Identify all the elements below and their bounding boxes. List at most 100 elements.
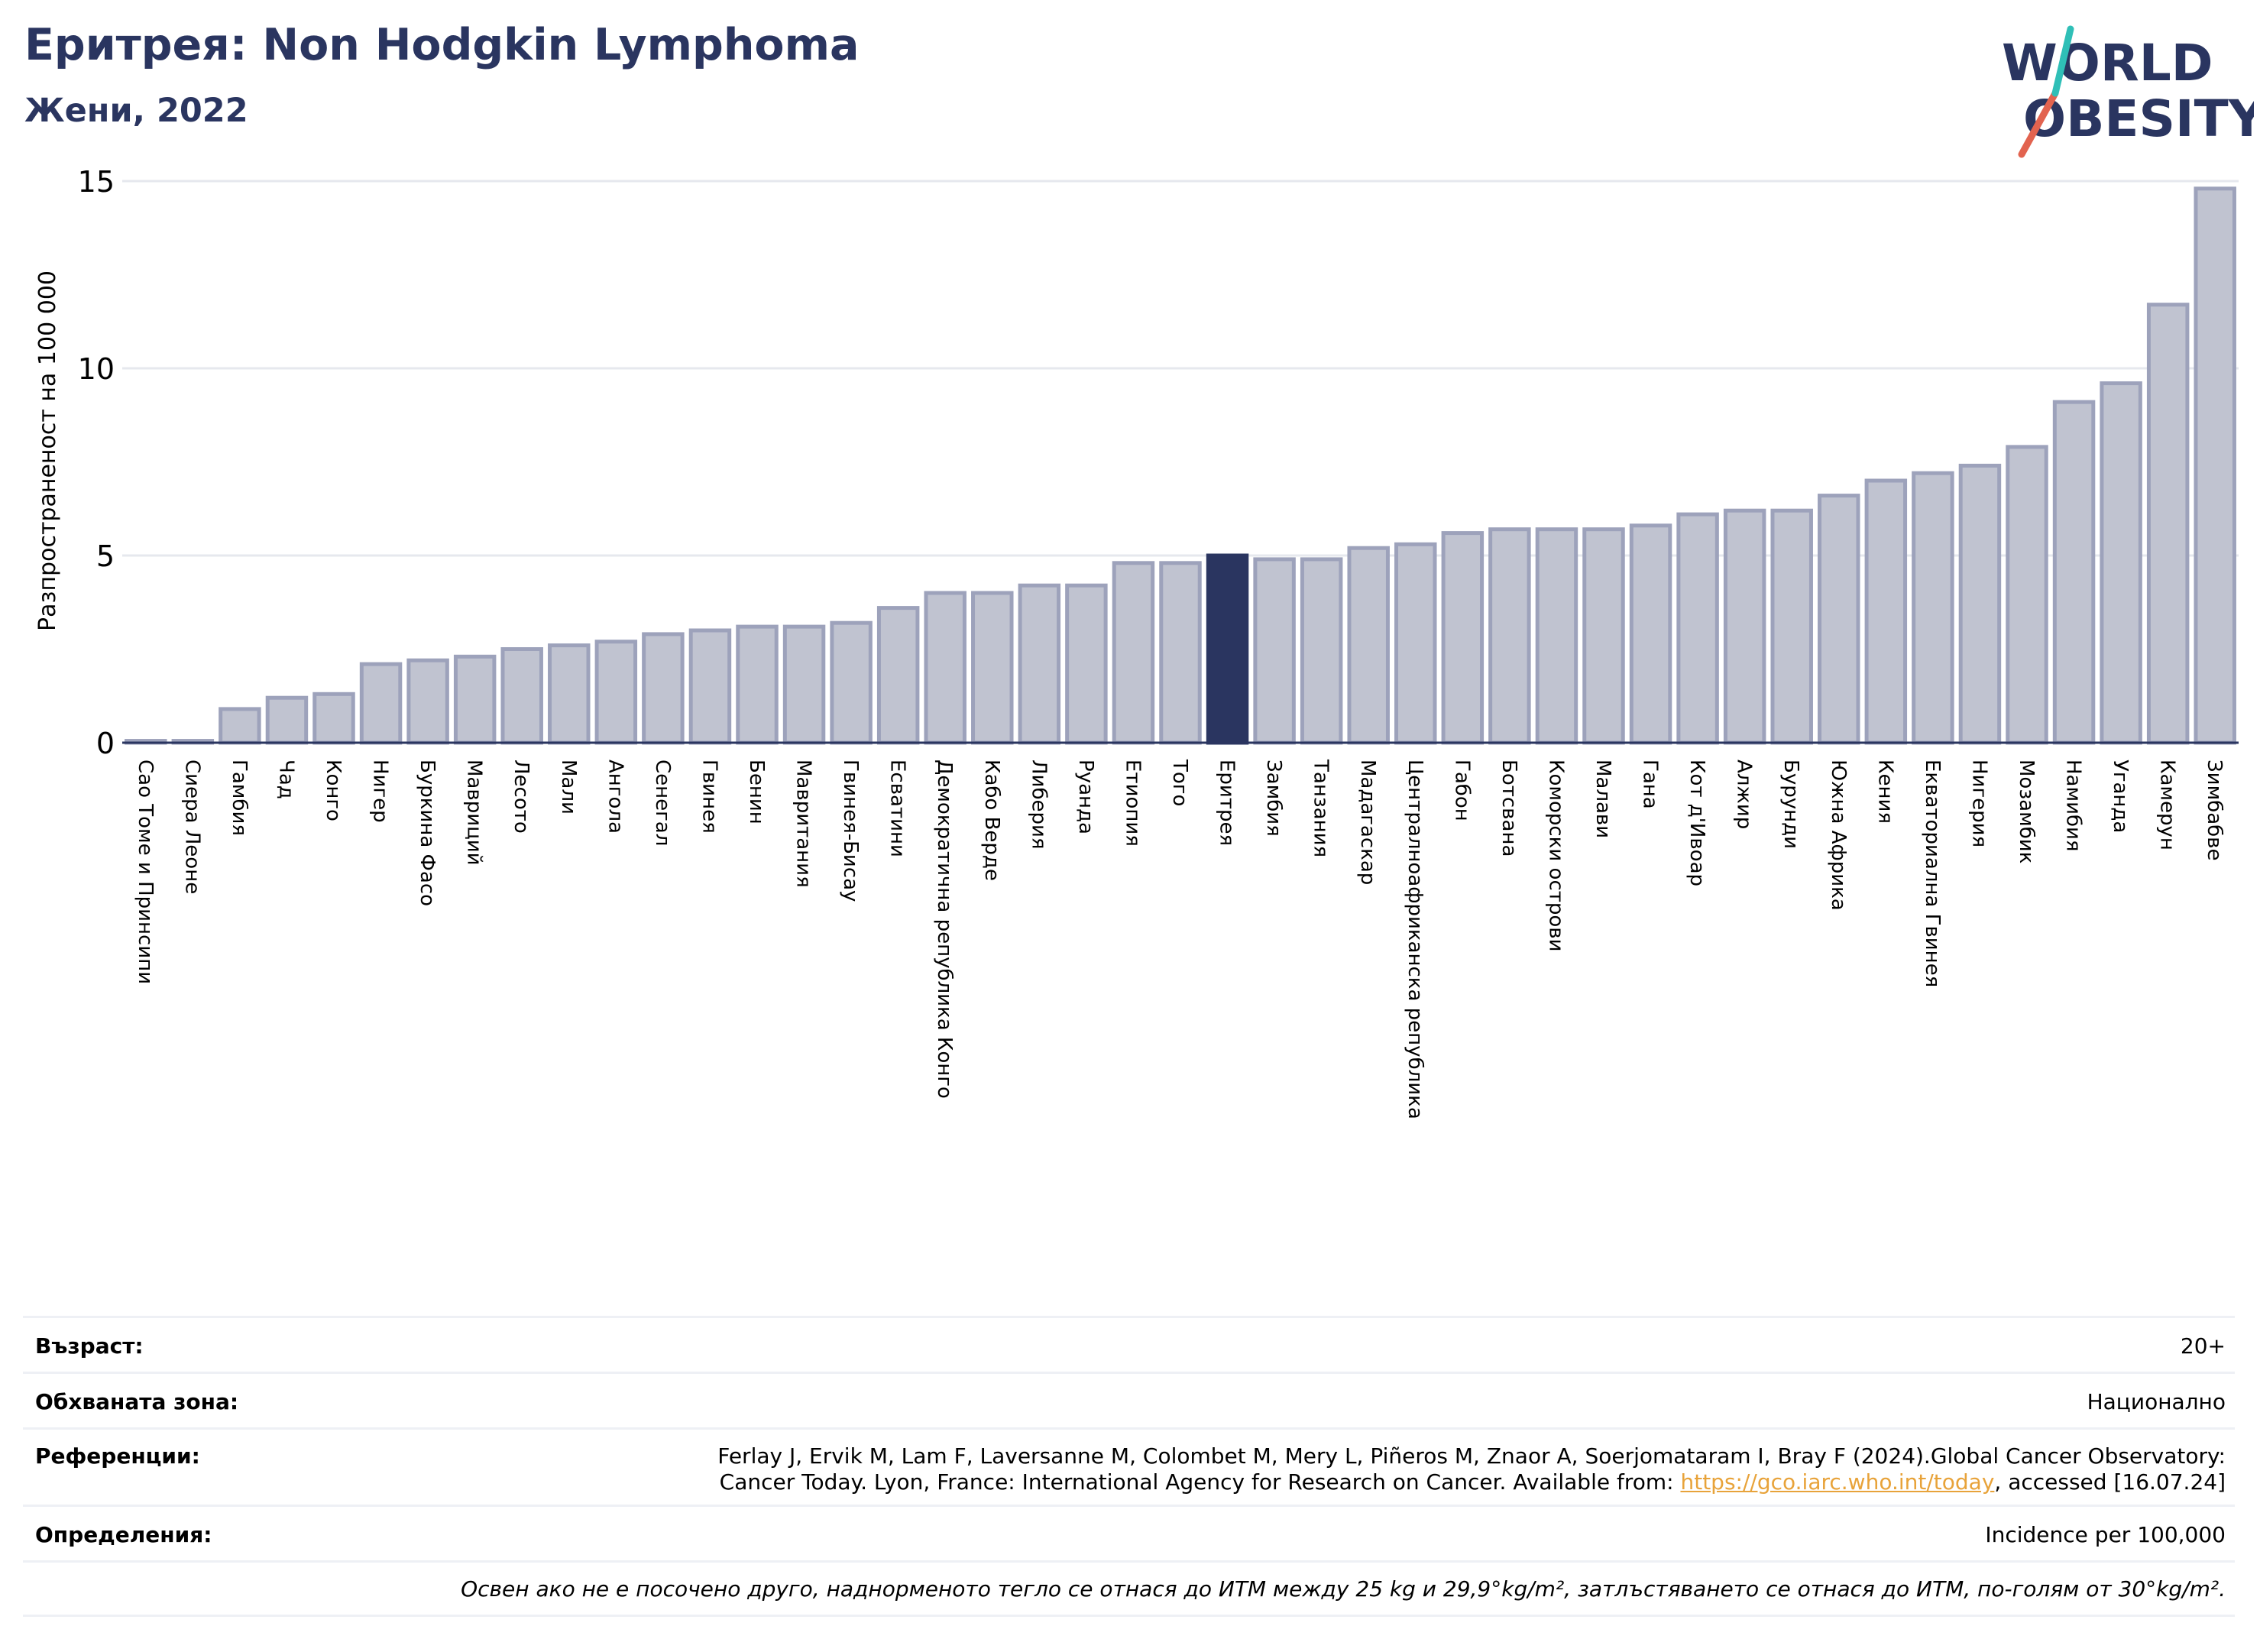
references-link[interactable]: https://gco.iarc.who.int/today <box>1680 1469 1995 1495</box>
logo-line-1: WORLD <box>2002 34 2213 92</box>
info-row-note: Освен ако не е посочено друго, наднормен… <box>23 1560 2235 1617</box>
bar <box>1159 561 1202 745</box>
x-tick-label: Сао Томе и Принсипи <box>134 760 157 984</box>
bar <box>1629 523 1672 745</box>
references-text: Cancer Today. Lyon, France: Internationa… <box>719 1469 1681 1495</box>
x-tick-label: Бурунди <box>1779 760 1802 849</box>
bar <box>1065 583 1108 745</box>
bar <box>1912 471 1954 745</box>
x-tick-label: Ботсвана <box>1497 760 1520 857</box>
chart-bars <box>125 186 2236 745</box>
bar <box>265 695 309 745</box>
logo-slash-teal <box>2051 25 2074 97</box>
x-tick-label: Кот д'Ивоар <box>1685 760 1708 886</box>
bar-chart: 0 5 10 15 Сао Томе и Принсипи Сиера Леоне Гам… <box>34 165 2239 1119</box>
info-row-references: Референции: Ferlay J, Ervik M, Lam F, La… <box>23 1427 2235 1505</box>
info-row-definitions: Определения: Incidence per 100,000 <box>23 1505 2235 1560</box>
x-tick-label: Коморски острови <box>1544 760 1567 952</box>
bar <box>2100 381 2142 745</box>
x-tick-label: Есватини <box>886 760 909 857</box>
x-tick-label: Мозамбик <box>2015 760 2038 863</box>
logo-line-2: OBESITY <box>2023 89 2254 148</box>
bar <box>1112 561 1155 745</box>
page-subtitle: Жени, 2022 <box>24 92 248 130</box>
bar <box>924 591 966 745</box>
references-accessed: , accessed [16.07.24] <box>1994 1469 2226 1495</box>
references-label: Референции: <box>35 1443 200 1469</box>
x-tick-label: Мавритания <box>792 760 815 888</box>
bar <box>1253 557 1296 745</box>
info-table: Възраст: 20+ Обхваната зона: Национално … <box>23 1316 2235 1617</box>
x-tick-label: Нигерия <box>1967 760 1990 847</box>
bar <box>1206 553 1249 745</box>
bar <box>2146 303 2190 745</box>
bar <box>1535 527 1578 745</box>
bar <box>688 628 732 745</box>
bar <box>1723 508 1766 745</box>
x-tick-label: Южна Африка <box>1827 760 1850 911</box>
x-tick-label: Централноафриканска република <box>1404 760 1426 1119</box>
definitions-value: Incidence per 100,000 <box>1985 1522 2226 1547</box>
world-obesity-logo: WORLD OBESITY <box>2002 25 2254 158</box>
x-tick-label: Зимбабве <box>2203 760 2226 861</box>
x-tick-label: Уганда <box>2109 760 2132 833</box>
bar <box>1441 531 1485 745</box>
bar <box>312 692 355 745</box>
x-tick-label: Намибия <box>2062 760 2085 852</box>
x-tick-label: Кения <box>1873 760 1896 824</box>
x-tick-label: Алжир <box>1733 760 1756 829</box>
x-tick-label: Мали <box>557 760 580 815</box>
x-tick-label: Сенегал <box>651 760 674 846</box>
x-tick-label: Конго <box>322 760 345 821</box>
y-axis-ticks: 0 5 10 15 <box>78 165 115 760</box>
x-tick-label: Либерия <box>1027 760 1050 850</box>
x-tick-label: Габон <box>1450 760 1473 821</box>
x-axis-labels: Сао Томе и Принсипи Сиера Леоне Гамбия Чад К… <box>134 759 2226 1119</box>
bar <box>453 654 497 745</box>
x-tick-label: Мавриций <box>463 760 486 866</box>
x-tick-label: Гана <box>1639 760 1662 809</box>
x-tick-label: Того <box>1168 759 1191 806</box>
bar <box>1770 508 1813 745</box>
bar <box>548 643 591 745</box>
bar <box>1582 527 1625 745</box>
bar <box>2194 186 2236 745</box>
bar <box>642 632 685 745</box>
x-tick-label: Демократична република Конго <box>933 760 956 1099</box>
x-tick-label: Мадагаскар <box>1356 760 1379 885</box>
references-value: Ferlay J, Ervik M, Lam F, Laversanne M, … <box>717 1443 2226 1495</box>
bar <box>1394 542 1437 745</box>
references-line-2: Cancer Today. Lyon, France: Internationa… <box>717 1469 2226 1495</box>
definitions-label: Определения: <box>35 1522 212 1547</box>
bar <box>1300 557 1343 745</box>
references-line-1: Ferlay J, Ervik M, Lam F, Laversanne M, … <box>717 1443 2226 1469</box>
bar <box>1488 527 1531 745</box>
x-tick-label: Лесото <box>510 760 533 834</box>
x-tick-label: Нигер <box>369 760 392 823</box>
x-tick-label: Гвинея-Бисау <box>839 760 862 902</box>
bar <box>2006 445 2048 745</box>
coverage-value: Национално <box>2087 1389 2226 1414</box>
bar <box>876 606 920 745</box>
y-tick-label: 0 <box>96 727 115 760</box>
bar <box>1676 512 1719 745</box>
x-tick-label: Буркина Фасо <box>416 760 439 906</box>
bar <box>830 620 873 745</box>
bar <box>2052 400 2096 745</box>
bar <box>500 647 543 745</box>
y-tick-label: 15 <box>78 165 115 199</box>
x-tick-label: Гвинея <box>698 760 720 834</box>
bar <box>1958 463 2002 745</box>
bar <box>594 640 638 745</box>
x-tick-label: Руанда <box>1074 760 1097 834</box>
info-row-coverage: Обхваната зона: Национално <box>23 1372 2235 1427</box>
y-tick-label: 5 <box>96 539 115 573</box>
bar <box>782 624 826 745</box>
x-tick-label: Гамбия <box>228 760 251 836</box>
x-tick-label: Чад <box>274 760 297 799</box>
info-row-age: Възраст: 20+ <box>23 1316 2235 1372</box>
y-tick-label: 10 <box>78 352 115 386</box>
x-tick-label: Сиера Леоне <box>180 760 203 894</box>
x-tick-label: Кабо Верде <box>980 760 1003 881</box>
x-tick-label: Замбия <box>1262 760 1285 837</box>
